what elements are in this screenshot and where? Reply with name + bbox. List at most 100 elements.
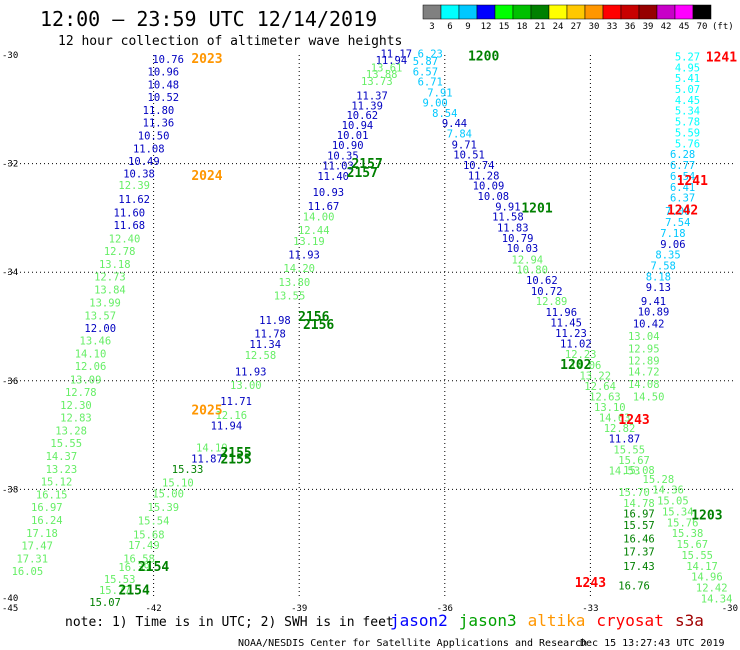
legend-unit: (ft) — [712, 22, 734, 32]
swh-value: 15.77 — [99, 585, 131, 597]
pass-time-label: 2025 — [191, 403, 222, 418]
swh-value: 11.28 — [468, 170, 500, 182]
swh-value: 16.58 — [123, 554, 155, 566]
swh-value: 12.63 — [589, 391, 621, 403]
legend-swatch — [494, 4, 514, 20]
swh-value: 9.13 — [646, 282, 671, 294]
swh-value: 12.00 — [84, 323, 116, 335]
legend-bin-label: 9 — [465, 22, 470, 32]
swh-value: 15.39 — [148, 502, 180, 514]
swh-value: 16.97 — [31, 502, 63, 514]
swh-value: 10.80 — [516, 264, 548, 276]
pass-time-label: 1203 — [691, 508, 722, 523]
x-tick-label: -42 — [145, 604, 161, 614]
swh-value: 11.93 — [235, 366, 267, 378]
swh-value: 6.77 — [670, 160, 695, 172]
swh-value: 6.28 — [670, 149, 695, 161]
swh-value: 7.18 — [660, 228, 685, 240]
swh-value: 11.02 — [560, 339, 592, 351]
swh-value: 7.58 — [651, 260, 676, 272]
swh-value: 15.07 — [89, 597, 121, 609]
pass-time-label: 1242 — [667, 204, 698, 219]
swh-value: 8.35 — [655, 250, 680, 262]
swh-value: 11.08 — [133, 144, 165, 156]
swh-value: 13.99 — [89, 297, 121, 309]
swh-value: 9.00 — [422, 98, 447, 110]
swh-value: 14.10 — [75, 348, 107, 360]
color-legend-bar: 3 6 9 12 15 18 21 24 27 30 33 36 39 42 45 70 — [422, 4, 712, 32]
swh-value: 14.72 — [628, 366, 660, 378]
swh-value: 14.37 — [46, 451, 78, 463]
swh-value: 15.70 — [618, 487, 650, 499]
swh-value: 11.23 — [555, 328, 587, 340]
swh-value: 15.54 — [138, 516, 170, 528]
swh-value: 16.97 — [623, 509, 655, 521]
x-tick-label: -39 — [291, 604, 307, 614]
swh-value: 12.89 — [536, 296, 568, 308]
swh-points: 10.7610.9610.4810.5211.8011.3610.5011.08… — [12, 49, 733, 609]
legend-bin-label: 12 — [481, 22, 492, 32]
y-tick-label: -34 — [2, 268, 18, 278]
swh-value: 17.31 — [16, 554, 48, 566]
swh-value: 12.78 — [104, 246, 136, 258]
swh-value: 11.83 — [497, 222, 529, 234]
swh-value: 13.10 — [594, 402, 626, 414]
legend-swatch — [674, 4, 694, 20]
swh-value: 17.43 — [623, 561, 655, 573]
swh-value: 14.50 — [633, 391, 665, 403]
swh-value: 13.84 — [94, 284, 126, 296]
swh-value: 8.54 — [432, 108, 457, 120]
swh-value: 5.87 — [413, 56, 438, 68]
swh-value: 11.17 — [380, 49, 412, 61]
swh-value: 13.80 — [279, 277, 311, 289]
swh-value: 11.78 — [254, 328, 286, 340]
x-tick-label: -30 — [722, 604, 738, 614]
swh-value: 11.37 — [356, 91, 388, 103]
swh-value: 10.93 — [313, 187, 345, 199]
legend-bin-label: 42 — [661, 22, 672, 32]
swh-value: 10.74 — [463, 160, 495, 172]
swh-value: 10.48 — [148, 80, 180, 92]
legend-swatch — [566, 4, 586, 20]
swh-value: 6.71 — [418, 76, 443, 88]
legend-swatch — [602, 4, 622, 20]
swh-value: 15.00 — [152, 489, 184, 501]
swh-value: 14.78 — [623, 498, 655, 510]
swh-value: 15.10 — [162, 478, 194, 490]
swh-value: 10.96 — [148, 67, 180, 79]
swh-value: 15.55 — [50, 438, 82, 450]
satellite-legend-cryosat: cryosat — [596, 611, 663, 630]
swh-value: 14.34 — [701, 593, 733, 605]
swh-value: 5.34 — [675, 106, 700, 118]
swh-value: 5.78 — [675, 117, 700, 129]
pass-time-label: 1243 — [618, 413, 649, 428]
pass-time-label: 2024 — [191, 169, 222, 184]
swh-value: 9.91 — [495, 201, 520, 213]
swh-value: 13.04 — [628, 331, 660, 343]
swh-value: 10.42 — [633, 319, 665, 331]
swh-value: 10.35 — [327, 150, 359, 162]
swh-value: 8.18 — [646, 271, 671, 283]
x-tick-label: -45 — [2, 604, 18, 614]
swh-value: 14.19 — [196, 442, 228, 454]
swh-value: 10.49 — [128, 156, 160, 168]
swh-value: 5.27 — [675, 51, 700, 63]
swh-value: 5.76 — [675, 138, 700, 150]
legend-swatch — [422, 4, 442, 20]
swh-value: 15.33 — [172, 464, 204, 476]
swh-value: 12.95 — [628, 344, 660, 356]
legend-bin-label: 27 — [571, 22, 582, 32]
swh-value: 7.54 — [665, 217, 690, 229]
pass-time-label: 1200 — [468, 49, 499, 64]
pass-time-label: 2023 — [191, 52, 222, 67]
swh-value: 12.40 — [109, 233, 141, 245]
swh-value: 14.96 — [691, 572, 723, 584]
swh-value: 6.57 — [413, 67, 438, 79]
swh-value: 12.23 — [565, 349, 597, 361]
swh-value: 11.60 — [114, 207, 146, 219]
footer-note: note: 1) Time is in UTC; 2) SWH is in fe… — [65, 615, 394, 630]
legend-swatch — [656, 4, 676, 20]
swh-value: 10.76 — [152, 54, 184, 66]
swh-value: 11.80 — [143, 105, 175, 117]
